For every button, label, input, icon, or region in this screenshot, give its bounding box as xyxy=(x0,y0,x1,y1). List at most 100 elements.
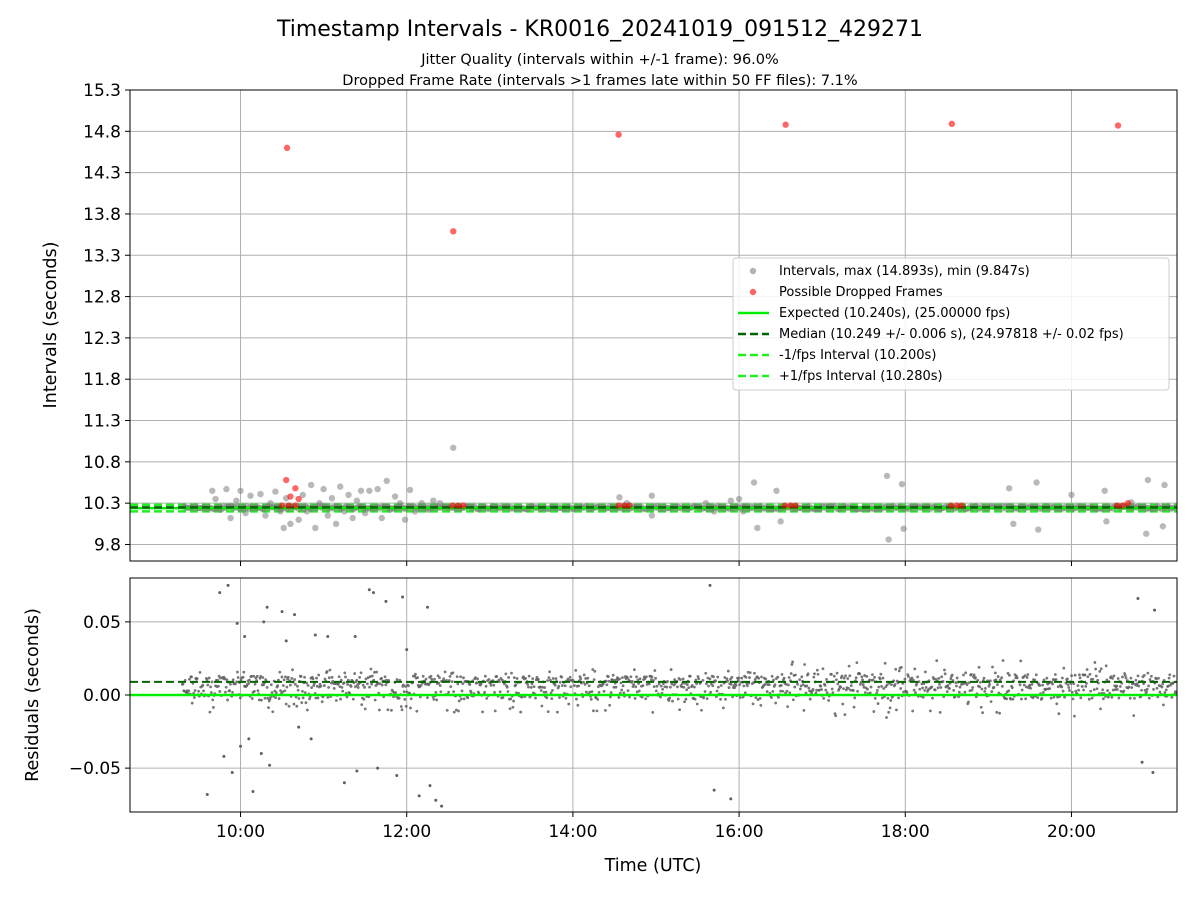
residual-point xyxy=(831,691,835,695)
residual-point xyxy=(430,677,434,681)
interval-point xyxy=(366,487,373,494)
residual-point xyxy=(790,663,794,666)
residual-point xyxy=(918,687,922,691)
residual-point xyxy=(550,697,554,701)
residual-point xyxy=(938,682,941,686)
residual-point xyxy=(873,696,877,700)
residual-point xyxy=(802,708,806,712)
residual-point xyxy=(601,682,605,686)
residual-point xyxy=(1161,682,1165,686)
residual-point xyxy=(1072,682,1076,686)
residual-point xyxy=(451,671,455,675)
interval-point xyxy=(295,516,302,523)
interval-point xyxy=(223,485,230,493)
interval-point xyxy=(287,520,294,528)
residual-point xyxy=(726,679,730,683)
residual-point xyxy=(764,677,768,681)
residual-point xyxy=(690,684,694,687)
residual-point xyxy=(1023,674,1027,678)
interval-point xyxy=(332,520,340,528)
interval-point xyxy=(391,493,399,500)
interval-point xyxy=(227,514,234,522)
residual-point xyxy=(830,672,833,676)
residual-point xyxy=(1170,695,1174,699)
residual-point xyxy=(508,707,512,711)
intervals-y-tick-label: 14.8 xyxy=(83,122,121,142)
residual-point xyxy=(454,708,458,712)
residual-point xyxy=(1087,697,1091,701)
intervals-panel: 9.8 10.3 10.8 11.3 11.8 12.3 12.8 13.3 13.8 14.3 1… xyxy=(41,81,1178,566)
residual-point xyxy=(1088,672,1092,676)
residual-point xyxy=(293,678,297,681)
interval-point xyxy=(353,497,361,504)
interval-point xyxy=(406,486,414,494)
residual-point xyxy=(1070,674,1073,678)
residual-point xyxy=(248,678,251,682)
residual-point xyxy=(786,705,790,709)
intervals-y-axis-label: Intervals (seconds) xyxy=(41,242,61,409)
residual-point xyxy=(460,689,464,693)
residual-point xyxy=(666,680,669,683)
interval-point xyxy=(1035,526,1042,533)
residual-point xyxy=(507,676,511,679)
residual-point xyxy=(308,697,311,701)
interval-point xyxy=(418,499,425,507)
residual-point xyxy=(403,697,407,701)
residual-point xyxy=(630,679,634,683)
residual-point xyxy=(449,685,453,689)
residual-point xyxy=(330,675,334,679)
residual-point xyxy=(868,691,872,695)
residual-point xyxy=(678,708,681,712)
residual-point xyxy=(236,670,239,674)
residual-point xyxy=(738,683,742,687)
residual-point xyxy=(781,689,785,693)
residual-outlier-point xyxy=(401,595,405,599)
residual-point xyxy=(954,681,958,685)
residual-point xyxy=(206,683,210,687)
interval-point xyxy=(277,508,284,515)
residual-point xyxy=(1094,667,1098,671)
residual-point xyxy=(263,696,267,700)
residual-point xyxy=(859,683,862,686)
residual-point xyxy=(708,677,712,681)
residual-point xyxy=(681,677,685,681)
residual-point xyxy=(1019,659,1023,663)
residual-point xyxy=(519,710,523,714)
residual-point xyxy=(628,695,631,699)
interval-point xyxy=(233,497,240,504)
residual-point xyxy=(564,696,568,700)
residual-point xyxy=(366,682,369,686)
residual-point xyxy=(515,677,519,680)
residual-point xyxy=(1026,673,1030,676)
intervals-y-tick-label: 11.8 xyxy=(83,370,121,390)
residual-point xyxy=(326,696,330,699)
residual-point xyxy=(637,689,641,693)
residual-point xyxy=(955,684,958,688)
residual-point xyxy=(644,675,648,679)
residual-point xyxy=(253,682,257,686)
residual-point xyxy=(992,686,996,689)
residual-point xyxy=(311,677,315,681)
residual-point xyxy=(400,708,404,712)
dropped-frame-point xyxy=(295,495,302,503)
residual-point xyxy=(231,678,235,682)
residual-point xyxy=(315,684,319,688)
legend-label-intervals: Intervals, max (14.893s), min (9.847s) xyxy=(779,264,1030,279)
residual-point xyxy=(369,667,373,671)
residual-point xyxy=(834,678,838,682)
legend-label-expected: Expected (10.240s), (25.00000 fps) xyxy=(779,306,1010,321)
residual-outlier-point xyxy=(367,588,371,592)
residual-point xyxy=(866,687,869,691)
residual-point xyxy=(635,690,639,694)
residual-point xyxy=(462,697,466,701)
residual-point xyxy=(1089,689,1093,693)
residual-point xyxy=(1098,669,1102,673)
residual-point xyxy=(512,699,516,703)
residual-outlier-point xyxy=(280,610,284,614)
residual-point xyxy=(852,705,856,709)
intervals-y-tick-label: 12.3 xyxy=(83,329,121,349)
residual-point xyxy=(998,678,1002,682)
residual-outlier-point xyxy=(239,744,243,748)
residual-point xyxy=(1044,687,1048,691)
residual-point xyxy=(515,691,518,695)
